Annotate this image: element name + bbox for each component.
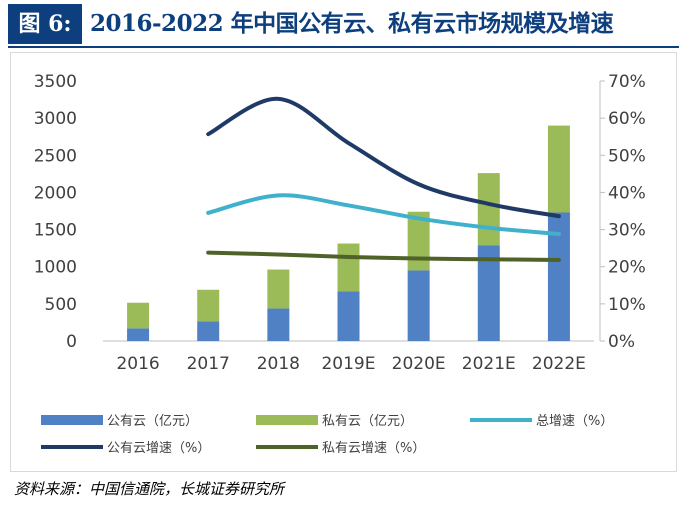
private-cloud-bar [407, 211, 430, 271]
legend-public-cloud-label: 公有云（亿元） [107, 414, 198, 429]
total-growth-line [206, 193, 561, 237]
left-axis-tick-label: 2000 [34, 183, 77, 203]
left-axis-tick-label: 2500 [34, 146, 77, 166]
left-axis-tick-label: 3000 [34, 109, 77, 129]
source-note: 资料来源：中国信通院，长城证券研究所 [14, 480, 285, 498]
figure-title-bar: 图 6: 2016-2022 年中国公有云、私有云市场规模及增速 [8, 4, 679, 48]
right-axis-tick-label: 50% [608, 146, 646, 166]
x-axis-tick-label: 2021E [462, 354, 516, 374]
right-axis-tick-label: 40% [608, 183, 646, 203]
public-cloud-bar [477, 245, 500, 341]
chart-frame: 0 500 1000 1500 2000 2500 3000 3500 0% 10% 20% 30% 4… [10, 52, 677, 472]
public-cloud-bar [407, 270, 430, 341]
private-growth-line [206, 250, 561, 263]
x-axis-tick-label: 2016 [116, 354, 159, 374]
x-axis-tick-label: 2022E [532, 354, 586, 374]
legend-public-growth-label: 公有云增速（%） [107, 441, 210, 456]
right-axis-tick-label: 30% [608, 221, 646, 241]
right-axis-tick-label: 10% [608, 295, 646, 315]
x-axis-tick-label: 2020E [392, 354, 446, 374]
private-cloud-bar [337, 243, 360, 292]
figure-title: 2016-2022 年中国公有云、私有云市场规模及增速 [90, 10, 614, 37]
right-axis-tick-label: 20% [608, 258, 646, 278]
x-axis-tick-label: 2018 [257, 354, 300, 374]
figure-label: 图 6: [8, 4, 82, 44]
right-axis-tick-label: 0% [608, 332, 635, 352]
title-divider [8, 46, 679, 48]
public-cloud-bar [337, 291, 360, 341]
left-axis-tick-label: 3500 [34, 72, 77, 92]
public-growth-line [206, 96, 561, 219]
private-cloud-bar [477, 173, 500, 246]
x-axis-tick-label: 2019E [321, 354, 375, 374]
left-axis-tick-label: 1000 [34, 258, 77, 278]
left-axis-tick-label: 0 [66, 332, 77, 352]
public-cloud-bar [127, 328, 150, 341]
private-cloud-bar [197, 289, 220, 322]
legend-private-cloud-swatch [256, 415, 318, 425]
right-axis-tick-label: 60% [608, 109, 646, 129]
left-axis-tick-label: 500 [45, 295, 77, 315]
private-cloud-bar [267, 269, 290, 309]
chart: 0 500 1000 1500 2000 2500 3000 3500 0% 10% 20% 30% 4… [34, 72, 646, 456]
public-cloud-bar [197, 321, 220, 341]
legend-total-growth-label: 总增速（%） [536, 414, 613, 429]
public-cloud-bar [267, 308, 290, 341]
legend-private-growth-label: 私有云增速（%） [322, 441, 425, 456]
private-cloud-bar [127, 302, 150, 329]
private-cloud-bar [547, 125, 570, 213]
left-axis-tick-label: 1500 [34, 221, 77, 241]
legend-private-cloud-label: 私有云（亿元） [322, 414, 413, 429]
x-axis-tick-label: 2017 [187, 354, 230, 374]
legend-public-cloud-swatch [41, 415, 103, 425]
right-axis-tick-label: 70% [608, 72, 646, 92]
public-cloud-bar [547, 212, 570, 341]
